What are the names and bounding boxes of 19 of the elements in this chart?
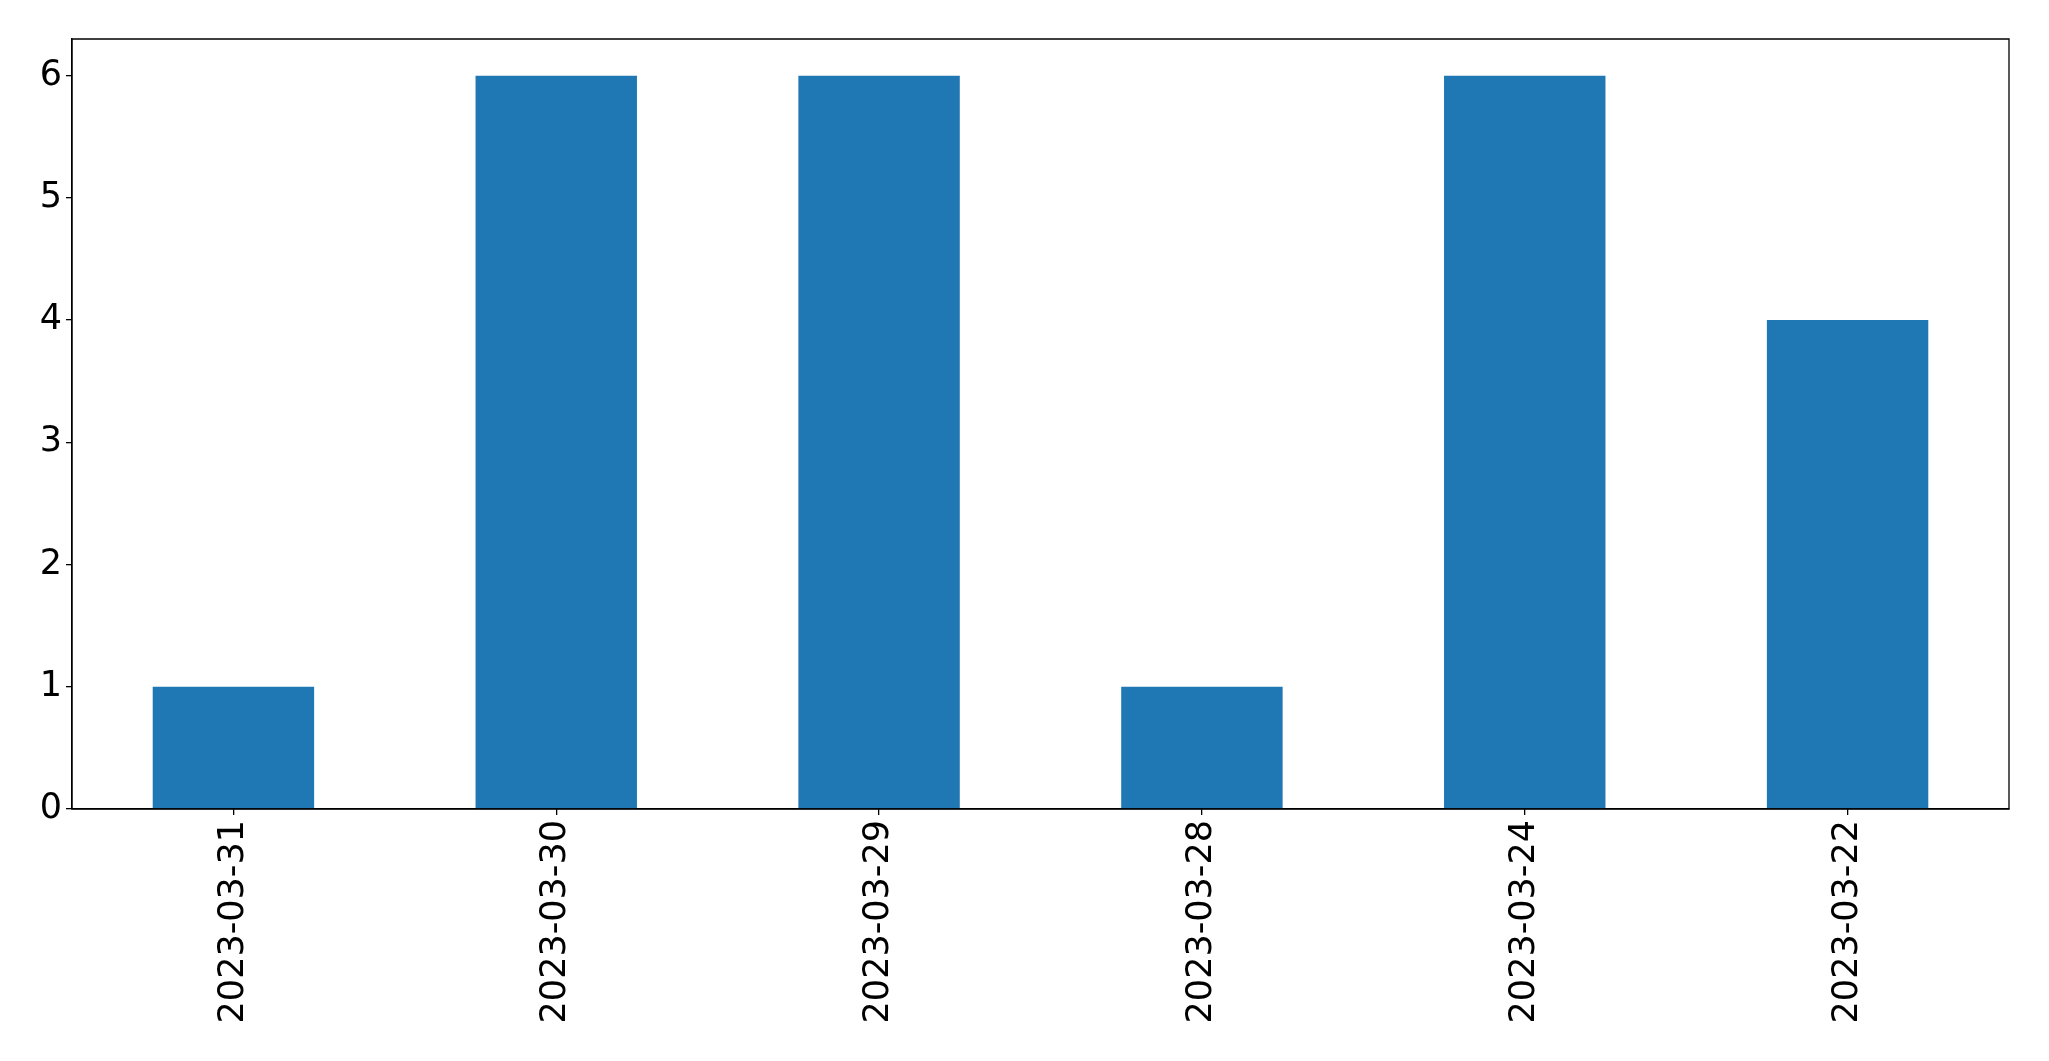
bar	[1444, 75, 1606, 809]
bar	[1121, 686, 1283, 809]
y-tick-label: 6	[39, 52, 62, 93]
y-tick-label: 4	[39, 297, 62, 338]
y-tick-label: 3	[39, 419, 62, 460]
bar	[152, 686, 315, 809]
x-tick-label: 2023-03-29	[856, 820, 897, 1024]
bar	[475, 75, 637, 809]
x-tick-label: 2023-03-30	[533, 820, 574, 1024]
bar	[798, 75, 960, 809]
x-tick-label: 2023-03-28	[1179, 820, 1220, 1024]
x-tick-label: 2023-03-31	[210, 820, 251, 1024]
bar	[1766, 320, 1929, 809]
x-tick-label: 2023-03-24	[1501, 820, 1542, 1024]
y-tick-label: 5	[39, 174, 62, 215]
x-tick-label: 2023-03-22	[1824, 820, 1865, 1024]
y-tick-label: 1	[39, 663, 62, 704]
y-tick-label: 0	[39, 786, 62, 827]
y-tick-label: 2	[39, 541, 62, 582]
